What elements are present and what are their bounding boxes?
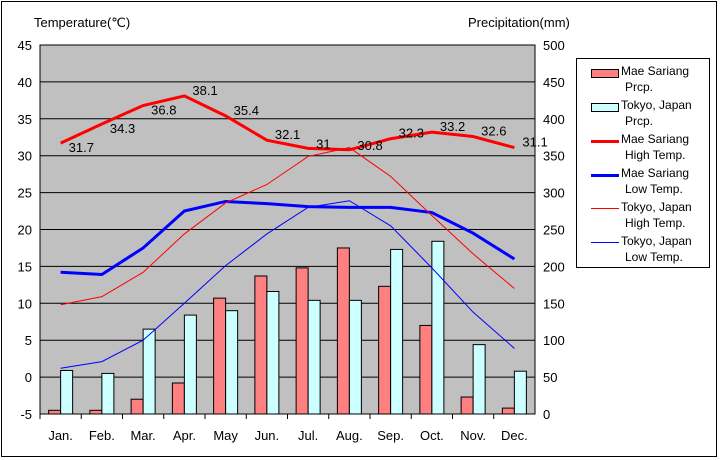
bar-tokyo-japan-prcp- — [183, 314, 197, 415]
legend-item: Tokyo, Japan Low Temp. — [577, 233, 709, 267]
bar-mae-sariang-prcp- — [48, 409, 62, 415]
bar-mae-sariang-prcp- — [130, 398, 144, 415]
right-tick-label: 50 — [543, 370, 557, 385]
legend-swatch — [591, 174, 619, 177]
legend-swatch — [591, 242, 619, 243]
right-tick-label: 350 — [543, 149, 565, 164]
x-tick-label: Mar. — [130, 428, 155, 443]
bar-tokyo-japan-prcp- — [142, 328, 156, 415]
bar-mae-sariang-prcp- — [89, 409, 103, 415]
left-axis-title: Temperature(℃) — [34, 15, 130, 30]
right-tick-label: 450 — [543, 75, 565, 90]
right-tick-label: 100 — [543, 333, 565, 348]
right-tick-label: 300 — [543, 186, 565, 201]
legend-item: Tokyo, Japan Prcp. — [577, 97, 709, 131]
legend-label: Tokyo, Japan Low Temp. — [621, 234, 692, 264]
right-axis-title: Precipitation(mm) — [468, 15, 570, 30]
bar-tokyo-japan-prcp- — [225, 310, 239, 415]
x-tick-label: Jan. — [48, 428, 73, 443]
right-tick-label: 400 — [543, 112, 565, 127]
bar-mae-sariang-prcp- — [419, 324, 433, 415]
data-label: 34.3 — [110, 121, 135, 136]
x-tick-label: Feb. — [89, 428, 115, 443]
data-label: 32.1 — [275, 127, 300, 142]
legend-label: Tokyo, Japan Prcp. — [621, 98, 692, 128]
bar-tokyo-japan-prcp- — [513, 370, 527, 415]
left-tick-label: 5 — [25, 333, 32, 348]
bar-mae-sariang-prcp- — [336, 247, 350, 415]
bar-tokyo-japan-prcp- — [101, 372, 115, 415]
x-tick-label: May — [213, 428, 238, 443]
right-tick-label: 200 — [543, 259, 565, 274]
data-label: 35.4 — [234, 103, 259, 118]
bar-tokyo-japan-prcp- — [307, 299, 321, 415]
right-tick-label: 0 — [543, 407, 550, 422]
bar-mae-sariang-prcp- — [295, 267, 309, 415]
line-mae-sariang-high-temp- — [59, 94, 515, 152]
line-tokyo-japan-high-temp- — [60, 147, 515, 306]
x-tick-label: Nov. — [460, 428, 486, 443]
data-label: 32.3 — [399, 126, 424, 141]
left-tick-label: 30 — [18, 149, 32, 164]
left-tick-label: 15 — [18, 259, 32, 274]
left-tick-label: 25 — [18, 186, 32, 201]
left-tick-label: 35 — [18, 112, 32, 127]
data-label: 36.8 — [151, 103, 176, 118]
bar-tokyo-japan-prcp- — [60, 369, 74, 415]
data-label: 31.1 — [522, 135, 547, 150]
legend-swatch — [591, 103, 619, 112]
legend-label: Mae Sariang Prcp. — [621, 64, 690, 94]
legend-item: Mae Sariang High Temp. — [577, 131, 709, 165]
data-label: 31.7 — [69, 140, 94, 155]
x-tick-label: Jul. — [298, 428, 318, 443]
bar-mae-sariang-prcp- — [254, 275, 268, 415]
bar-tokyo-japan-prcp- — [472, 344, 486, 415]
right-tick-label: 250 — [543, 223, 565, 238]
legend-swatch — [591, 69, 619, 78]
legend-label: Mae Sariang High Temp. — [621, 132, 690, 162]
x-tick-label: Jun. — [255, 428, 280, 443]
bar-mae-sariang-prcp- — [213, 297, 227, 415]
bar-mae-sariang-prcp- — [378, 285, 392, 415]
bar-tokyo-japan-prcp- — [390, 248, 404, 415]
left-tick-label: 0 — [25, 370, 32, 385]
legend-swatch — [591, 208, 619, 209]
left-tick-label: 40 — [18, 75, 32, 90]
line-tokyo-japan-low-temp- — [60, 200, 515, 369]
legend-item: Tokyo, Japan High Temp. — [577, 199, 709, 233]
x-tick-label: Aug. — [336, 428, 363, 443]
x-tick-label: Sep. — [377, 428, 404, 443]
right-tick-label: 500 — [543, 38, 565, 53]
x-tick-label: Dec. — [501, 428, 528, 443]
data-label: 30.8 — [357, 138, 382, 153]
right-tick-label: 150 — [543, 296, 565, 311]
bar-mae-sariang-prcp- — [460, 396, 474, 415]
bar-mae-sariang-prcp- — [171, 382, 185, 415]
left-tick-label: -5 — [20, 407, 32, 422]
legend-label: Mae Sariang Low Temp. — [621, 166, 690, 196]
bar-mae-sariang-prcp- — [501, 407, 515, 415]
left-tick-label: 45 — [18, 38, 32, 53]
data-label: 32.6 — [481, 124, 506, 139]
bar-tokyo-japan-prcp- — [431, 240, 445, 415]
left-tick-label: 20 — [18, 223, 32, 238]
legend-swatch — [591, 140, 619, 143]
x-tick-label: Apr. — [173, 428, 196, 443]
bar-tokyo-japan-prcp- — [348, 299, 362, 415]
x-tick-label: Oct. — [420, 428, 444, 443]
legend-label: Tokyo, Japan High Temp. — [621, 200, 692, 230]
legend-item: Mae Sariang Prcp. — [577, 63, 709, 97]
legend-item: Mae Sariang Low Temp. — [577, 165, 709, 199]
left-tick-label: 10 — [18, 296, 32, 311]
bar-tokyo-japan-prcp- — [266, 290, 280, 415]
data-label: 38.1 — [192, 83, 217, 98]
data-label: 31 — [316, 136, 330, 151]
line-mae-sariang-low-temp- — [60, 199, 516, 277]
data-label: 33.2 — [440, 119, 465, 134]
legend: Mae Sariang Prcp. Tokyo, Japan Prcp. Mae Sar… — [576, 58, 710, 268]
